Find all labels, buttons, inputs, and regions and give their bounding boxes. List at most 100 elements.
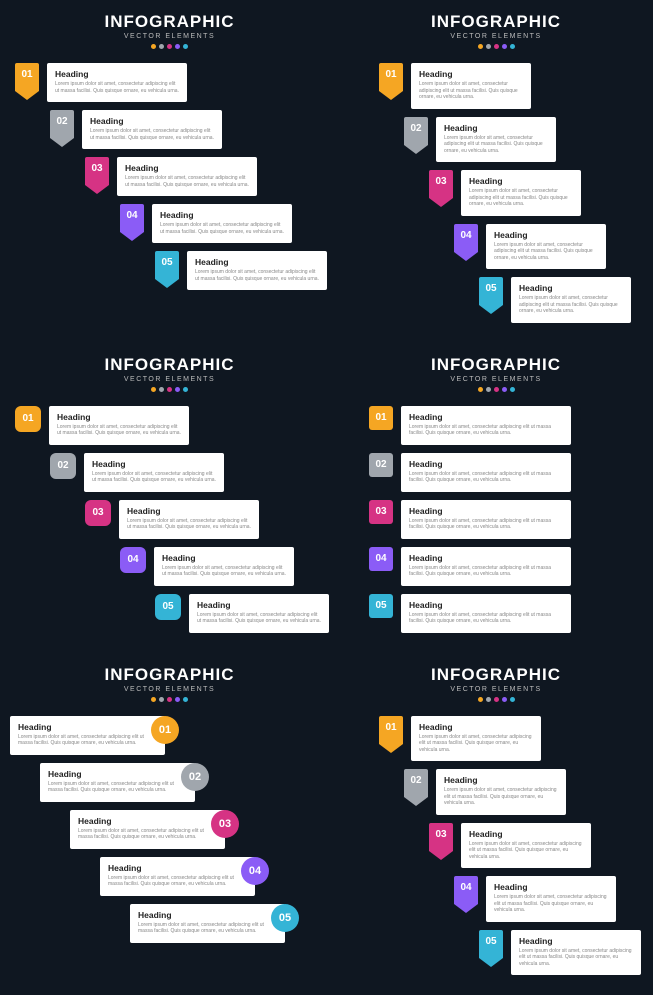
step-body: Lorem ipsum dolor sit amet, consectetur … [197,612,321,625]
step-item: 05HeadingLorem ipsum dolor sit amet, con… [479,930,643,976]
step-item: 04 HeadingLorem ipsum dolor sit amet, con… [369,547,643,586]
step-number-badge: 04 [120,204,144,232]
panel-title: INFOGRAPHIC [10,355,329,375]
step-number-badge: 02 [369,453,393,477]
color-dot [494,387,499,392]
color-dot [167,697,172,702]
step-heading: Heading [419,69,523,79]
step-number-badge: 01 [379,716,403,744]
steps-container: 01HeadingLorem ipsum dolor sit amet, con… [10,716,329,943]
step-card: HeadingLorem ipsum dolor sit amet, conse… [401,453,571,492]
step-heading: Heading [494,882,608,892]
step-body: Lorem ipsum dolor sit amet, consectetur … [127,518,251,531]
step-card: HeadingLorem ipsum dolor sit amet, conse… [100,857,255,896]
step-number-badge: 05 [271,904,299,932]
step-body: Lorem ipsum dolor sit amet, consectetur … [18,734,147,747]
step-number-badge: 05 [369,594,393,618]
infographic-panel: INFOGRAPHICVECTOR ELEMENTS 01 Heading Lorem… [339,0,653,343]
step-item: 04HeadingLorem ipsum dolor sit amet, con… [120,547,329,586]
color-dot [494,44,499,49]
step-number-badge: 01 [369,406,393,430]
step-item: 03HeadingLorem ipsum dolor sit amet, con… [429,170,643,216]
step-body: Lorem ipsum dolor sit amet, consectetur … [469,841,583,861]
step-item: 05HeadingLorem ipsum dolor sit amet, con… [479,277,643,323]
step-item: 01HeadingLorem ipsum dolor sit amet, con… [15,406,329,445]
step-card: HeadingLorem ipsum dolor sit amet, conse… [154,547,294,586]
step-number-badge: 01 [379,63,403,91]
step-card: Heading Lorem ipsum dolor sit amet, conse… [461,823,591,869]
step-item: 05 Heading Lorem ipsum dolor sit amet, con… [130,904,329,943]
step-heading: Heading [48,769,177,779]
step-number-badge: 03 [85,157,109,185]
panel-header: INFOGRAPHICVECTOR ELEMENTS [349,12,643,49]
step-body: Lorem ipsum dolor sit amet, consectetur … [138,922,267,935]
step-card: HeadingLorem ipsum dolor sit amet, conse… [10,716,165,755]
step-body: Lorem ipsum dolor sit amet, consectetur … [409,565,563,578]
step-heading: Heading [519,283,623,293]
step-heading: Heading [108,863,237,873]
color-dot [175,387,180,392]
step-item: 05HeadingLorem ipsum dolor sit amet, con… [155,251,329,290]
step-number-badge: 02 [50,453,76,479]
step-body: Lorem ipsum dolor sit amet, consectetur … [57,424,181,437]
step-item: 05HeadingLorem ipsum dolor sit amet, con… [155,594,329,633]
step-number-badge: 04 [241,857,269,885]
color-dot [159,387,164,392]
step-heading: Heading [78,816,207,826]
step-number-badge: 01 [151,716,179,744]
step-body: Lorem ipsum dolor sit amet, consectetur … [90,128,214,141]
step-body: Lorem ipsum dolor sit amet, consectetur … [195,269,319,282]
step-heading: Heading [519,936,633,946]
step-heading: Heading [127,506,251,516]
step-card: HeadingLorem ipsum dolor sit amet, conse… [189,594,329,633]
color-dot [478,697,483,702]
color-dot [510,387,515,392]
step-card: Heading Lorem ipsum dolor sit amet, conse… [49,406,189,445]
step-card: HeadingLorem ipsum dolor sit amet, conse… [411,716,541,762]
step-body: Lorem ipsum dolor sit amet, consectetur … [419,734,533,754]
step-card: HeadingLorem ipsum dolor sit amet, conse… [117,157,257,196]
step-card: Heading Lorem ipsum dolor sit amet, conse… [511,277,631,323]
step-item: 01 HeadingLorem ipsum dolor sit amet, con… [379,716,643,762]
step-heading: Heading [57,412,181,422]
step-body: Lorem ipsum dolor sit amet, consectetur … [444,135,548,155]
step-item: 03HeadingLorem ipsum dolor sit amet, con… [369,500,643,539]
color-dot [486,697,491,702]
step-item: 04HeadingLorem ipsum dolor sit amet, con… [454,224,643,270]
infographic-panel: INFOGRAPHICVECTOR ELEMENTS01HeadingLorem… [0,653,339,995]
step-body: Lorem ipsum dolor sit amet, consectetur … [92,471,216,484]
step-body: Lorem ipsum dolor sit amet, consectetur … [55,81,179,94]
color-dot [183,387,188,392]
panel-subtitle: VECTOR ELEMENTS [349,686,643,693]
step-item: 02HeadingLorem ipsum dolor sit amet, con… [40,763,329,802]
step-item: 03 HeadingLorem ipsum dolor sit amet, con… [85,157,329,196]
step-card: HeadingLorem ipsum dolor sit amet, conse… [47,63,187,102]
color-dot [486,44,491,49]
step-body: Lorem ipsum dolor sit amet, consectetur … [519,295,623,315]
step-item: 04HeadingLorem ipsum dolor sit amet, con… [100,857,329,896]
step-item: 01HeadingLorem ipsum dolor sit amet, con… [15,63,329,102]
step-card: HeadingLorem ipsum dolor sit amet, conse… [436,769,566,815]
color-dot [151,697,156,702]
step-card: HeadingLorem ipsum dolor sit amet, conse… [152,204,292,243]
step-heading: Heading [138,910,267,920]
step-heading: Heading [92,459,216,469]
panel-header: INFOGRAPHICVECTOR ELEMENTS [10,12,329,49]
color-dots [10,697,329,702]
step-card: HeadingLorem ipsum dolor sit amet, conse… [461,170,581,216]
color-dot [151,44,156,49]
panel-header: INFOGRAPHICVECTOR ELEMENTS [10,665,329,702]
color-dot [159,44,164,49]
color-dots [349,697,643,702]
step-body: Lorem ipsum dolor sit amet, consectetur … [444,787,558,807]
step-number-badge: 04 [369,547,393,571]
color-dot [478,44,483,49]
step-item: 01HeadingLorem ipsum dolor sit amet, con… [379,63,643,109]
panel-subtitle: VECTOR ELEMENTS [10,376,329,383]
steps-container: 01 HeadingLorem ipsum dolor sit amet, con… [349,406,643,633]
step-card: HeadingLorem ipsum dolor sit amet, conse… [401,547,571,586]
step-heading: Heading [469,829,583,839]
step-item: 02 Heading Lorem ipsum dolor sit amet, con… [50,453,329,492]
color-dot [167,387,172,392]
step-body: Lorem ipsum dolor sit amet, consectetur … [409,612,563,625]
